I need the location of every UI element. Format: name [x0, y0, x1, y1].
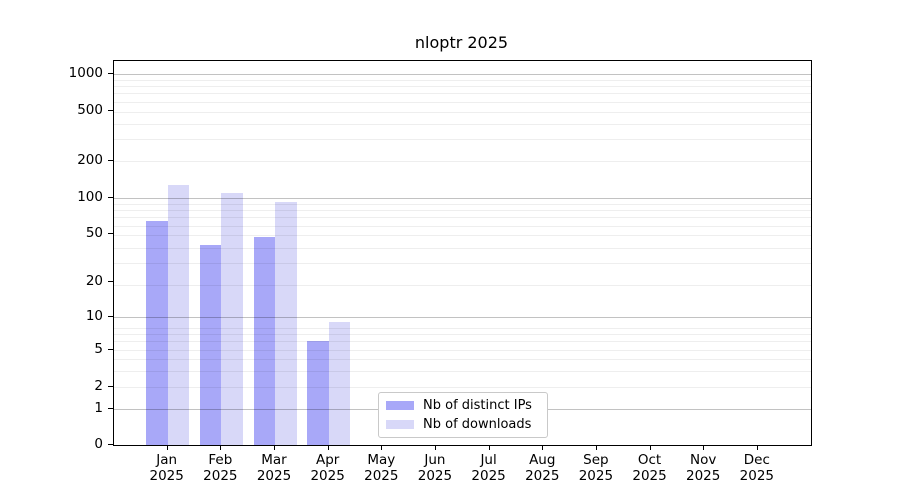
x-tick-mark	[649, 445, 651, 450]
x-tick-label: Jul 2025	[471, 452, 506, 484]
x-tick-mark	[434, 445, 436, 450]
x-tick-mark	[220, 445, 222, 450]
gridline-minor	[114, 349, 811, 351]
plot-area	[113, 60, 812, 446]
bar-distinct-ips	[253, 236, 275, 445]
y-tick-label: 100	[77, 188, 103, 205]
gridline-minor	[114, 225, 811, 227]
y-tick-mark	[108, 233, 113, 235]
bar-distinct-ips	[199, 244, 222, 445]
chart-title: nloptr 2025	[414, 33, 509, 52]
y-tick-mark	[108, 407, 113, 409]
y-tick-label: 1000	[68, 65, 103, 82]
x-tick-label: Oct 2025	[632, 452, 667, 484]
gridline-minor	[114, 359, 811, 361]
gridline-minor	[114, 217, 811, 219]
gridline-minor	[114, 160, 811, 162]
x-tick-label: Mar 2025	[256, 452, 292, 484]
y-tick-mark	[108, 110, 113, 112]
bar-distinct-ips	[307, 341, 329, 445]
legend: Nb of distinct IPs Nb of downloads	[378, 392, 548, 438]
y-tick-mark	[108, 315, 113, 317]
y-tick-mark	[108, 348, 113, 350]
gridline-minor	[114, 210, 811, 212]
gridline-minor	[114, 101, 811, 103]
x-tick-mark	[542, 445, 544, 450]
legend-label: Nb of downloads	[423, 416, 532, 432]
y-tick-label: 50	[85, 225, 103, 242]
x-tick-mark	[327, 445, 329, 450]
legend-item: Nb of distinct IPs	[386, 397, 539, 413]
x-tick-mark	[166, 445, 168, 450]
bar-downloads	[167, 184, 190, 445]
y-tick-label: 200	[77, 151, 103, 168]
gridline-minor	[114, 262, 811, 264]
gridline-minor	[114, 334, 811, 336]
gridline-minor	[114, 386, 811, 388]
x-tick-mark	[703, 445, 705, 450]
gridline-minor	[114, 139, 811, 141]
y-tick-mark	[108, 281, 113, 283]
legend-swatch-distinct-ips	[386, 401, 414, 410]
gridline-minor	[114, 327, 811, 329]
x-tick-mark	[381, 445, 383, 450]
legend-item: Nb of downloads	[386, 416, 539, 432]
bar-downloads	[275, 201, 297, 445]
gridline-minor	[114, 111, 811, 113]
legend-swatch-downloads	[386, 420, 414, 429]
gridline-minor	[114, 93, 811, 95]
gridline-minor	[114, 79, 811, 81]
x-tick-label: Dec 2025	[739, 452, 775, 484]
x-tick-label: Jun 2025	[417, 452, 453, 484]
x-tick-label: May 2025	[364, 452, 399, 484]
y-tick-mark	[108, 73, 113, 75]
gridline-major	[114, 316, 811, 318]
gridline-minor	[114, 235, 811, 237]
y-tick-label: 20	[85, 273, 103, 290]
y-tick-mark	[108, 444, 113, 445]
y-tick-label: 1	[94, 399, 103, 416]
gridline-minor	[114, 86, 811, 88]
x-tick-label: Aug 2025	[525, 452, 560, 484]
x-tick-label: Nov 2025	[686, 452, 721, 484]
y-tick-mark	[108, 385, 113, 387]
gridline-minor	[114, 123, 811, 125]
x-tick-mark	[488, 445, 490, 450]
y-tick-mark	[108, 196, 113, 198]
bar-downloads	[221, 192, 243, 445]
bar-downloads	[328, 322, 351, 445]
y-tick-label: 500	[77, 102, 103, 119]
bar-distinct-ips	[146, 221, 168, 445]
y-tick-label: 10	[85, 307, 103, 324]
legend-label: Nb of distinct IPs	[423, 397, 532, 413]
gridline-minor	[114, 341, 811, 343]
y-tick-label: 0	[94, 436, 103, 452]
x-tick-label: Jan 2025	[149, 452, 184, 484]
gridline-minor	[114, 284, 811, 286]
gridline-minor	[114, 371, 811, 373]
x-tick-label: Sep 2025	[578, 452, 614, 484]
y-tick-mark	[108, 159, 113, 161]
gridline-major	[114, 74, 811, 76]
x-tick-mark	[274, 445, 275, 450]
gridline-minor	[114, 247, 811, 249]
y-tick-label: 5	[94, 340, 103, 357]
x-tick-label: Feb 2025	[203, 452, 238, 484]
x-tick-label: Apr 2025	[310, 452, 345, 484]
x-tick-mark	[756, 445, 758, 450]
gridline-minor	[114, 203, 811, 205]
gridline-major	[114, 197, 811, 199]
y-tick-label: 2	[94, 377, 103, 394]
x-tick-mark	[595, 445, 597, 450]
